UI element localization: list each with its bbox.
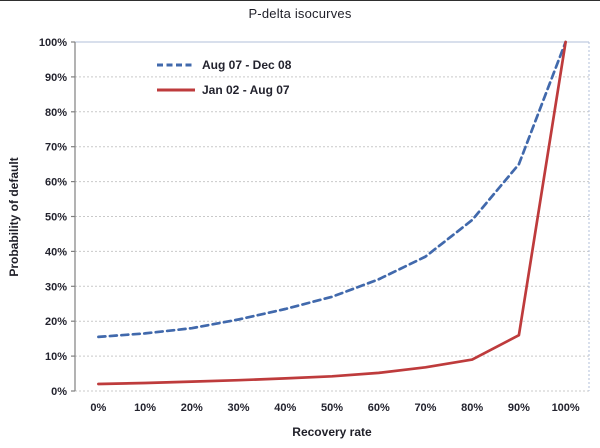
y-tick-label: 100% <box>39 37 67 49</box>
y-tick-label: 90% <box>45 72 67 84</box>
x-tick-label: 90% <box>508 402 530 414</box>
x-axis-title: Recovery rate <box>292 425 372 439</box>
chart-title: P-delta isocurves <box>248 6 352 21</box>
x-tick-label: 50% <box>321 402 343 414</box>
y-tick-label: 20% <box>45 316 67 328</box>
legend-label: Jan 02 - Aug 07 <box>202 82 290 97</box>
x-tick-label: 30% <box>228 402 250 414</box>
x-tick-label: 80% <box>461 402 483 414</box>
legend-item: Jan 02 - Aug 07 <box>156 77 291 102</box>
x-tick-label: 60% <box>368 402 390 414</box>
y-tick-label: 40% <box>45 246 67 258</box>
x-tick-label: 40% <box>274 402 296 414</box>
y-tick-label: 70% <box>45 142 67 154</box>
y-tick-label: 10% <box>45 351 67 363</box>
legend: Aug 07 - Dec 08 Jan 02 - Aug 07 <box>156 52 291 102</box>
y-tick-label: 50% <box>45 212 67 224</box>
legend-label: Aug 07 - Dec 08 <box>202 57 292 72</box>
series-line-1 <box>97 40 567 386</box>
y-tick-label: 60% <box>45 177 67 189</box>
legend-dashed-line-sample <box>157 63 195 66</box>
series-line-0 <box>97 40 567 339</box>
y-tick-label: 80% <box>45 107 67 119</box>
x-tick-label: 20% <box>181 402 203 414</box>
y-tick-label: 0% <box>51 386 67 398</box>
x-tick-label: 0% <box>90 402 106 414</box>
y-tick-label: 30% <box>45 281 67 293</box>
x-tick-label: 70% <box>414 402 436 414</box>
legend-item: Aug 07 - Dec 08 <box>156 52 291 77</box>
legend-solid-line-sample <box>157 88 195 91</box>
x-tick-label: 100% <box>552 402 580 414</box>
x-tick-label: 10% <box>134 402 156 414</box>
